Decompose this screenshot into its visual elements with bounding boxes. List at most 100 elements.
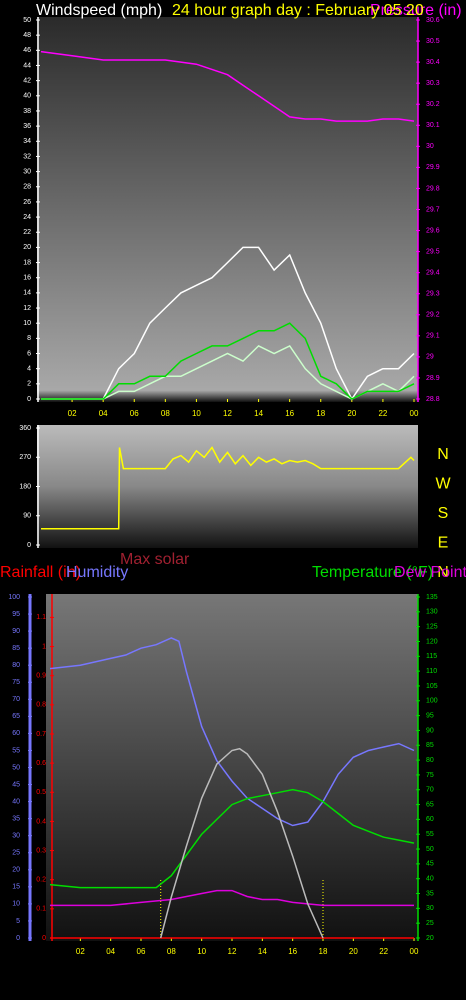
y-tick-label: 0.9 <box>36 673 46 680</box>
series-line <box>159 747 324 939</box>
y-tick-label: 60 <box>12 730 20 737</box>
x-tick-label: 06 <box>137 947 146 956</box>
y-tick-label: 0 <box>27 396 31 403</box>
y-tick-label: 40 <box>23 93 31 100</box>
y-tick-label: 10 <box>12 901 20 908</box>
y-tick-label: 115 <box>426 653 437 660</box>
y-tick-label: 0.7 <box>36 731 46 738</box>
y-tick-label: 29.4 <box>426 270 440 277</box>
series-line <box>41 446 415 530</box>
y-tick-label: 75 <box>426 772 434 779</box>
x-tick-label: 06 <box>130 409 139 418</box>
x-tick-label: 16 <box>288 947 297 956</box>
y-tick-label: 29.3 <box>426 291 440 298</box>
y-tick-label: 26 <box>23 199 31 206</box>
x-tick-label: 10 <box>192 409 201 418</box>
y-tick-label: 2 <box>27 381 31 388</box>
y-tick-label: 0.8 <box>36 702 46 709</box>
y-tick-label: 55 <box>12 747 20 754</box>
y-tick-label: 29.6 <box>426 227 440 234</box>
y-tick-label: 0.5 <box>36 789 46 796</box>
y-tick-label: 29.7 <box>426 206 440 213</box>
y-tick-label: 95 <box>426 712 434 719</box>
y-tick-label: 55 <box>426 831 434 838</box>
y-tick-label: 80 <box>12 662 20 669</box>
legend-label: Dew Point <box>394 564 466 581</box>
y-tick-label: 29.5 <box>426 248 440 255</box>
y-tick-label: 0.3 <box>36 847 46 854</box>
y-tick-label: 29.9 <box>426 164 440 171</box>
y-tick-label: 30 <box>426 143 434 150</box>
series-line <box>40 50 415 122</box>
solar-label: Max solar <box>120 551 190 568</box>
y-tick-label: 135 <box>426 594 438 601</box>
y-tick-label: 90 <box>12 628 20 635</box>
y-tick-label: 30.3 <box>426 80 440 87</box>
y-tick-label: 80 <box>426 757 434 764</box>
y-tick-label: 85 <box>426 742 434 749</box>
y-tick-label: 29.8 <box>426 185 440 192</box>
y-tick-label: 5 <box>16 918 20 925</box>
x-tick-label: 12 <box>228 947 237 956</box>
y-tick-label: 35 <box>426 890 434 897</box>
y-tick-label: 110 <box>426 668 437 675</box>
y-tick-label: 30.5 <box>426 38 440 45</box>
x-tick-label: 00 <box>410 947 419 956</box>
y-tick-label: 35 <box>12 815 20 822</box>
y-tick-label: 28.9 <box>426 375 440 382</box>
compass-label: E <box>438 535 449 552</box>
y-tick-label: 32 <box>23 153 31 160</box>
y-tick-label: 20 <box>426 935 434 942</box>
y-tick-label: 48 <box>23 32 31 39</box>
y-tick-label: 45 <box>12 781 20 788</box>
compass-label: N <box>437 446 449 463</box>
x-tick-label: 00 <box>410 409 419 418</box>
y-tick-label: 8 <box>27 335 31 342</box>
y-tick-label: 42 <box>23 77 31 84</box>
y-tick-label: 1.1 <box>36 614 46 621</box>
y-tick-label: 20 <box>12 867 20 874</box>
y-tick-label: 24 <box>23 214 31 221</box>
y-tick-label: 0.6 <box>36 760 46 767</box>
y-tick-label: 270 <box>19 454 31 461</box>
y-tick-label: 16 <box>23 275 31 282</box>
y-tick-label: 125 <box>426 623 438 630</box>
y-tick-label: 30.2 <box>426 101 440 108</box>
y-tick-label: 50 <box>12 764 20 771</box>
y-tick-label: 100 <box>8 594 20 601</box>
x-tick-label: 02 <box>68 409 77 418</box>
y-tick-label: 30 <box>12 833 20 840</box>
x-tick-label: 14 <box>254 409 263 418</box>
x-tick-label: 08 <box>167 947 176 956</box>
y-tick-label: 14 <box>23 290 31 297</box>
y-tick-label: 18 <box>23 259 31 266</box>
x-tick-label: 10 <box>197 947 206 956</box>
y-tick-label: 36 <box>23 123 31 130</box>
y-tick-label: 50 <box>426 846 434 853</box>
y-tick-label: 0 <box>27 542 31 549</box>
x-tick-label: 20 <box>349 947 358 956</box>
y-tick-label: 70 <box>12 696 20 703</box>
y-tick-label: 180 <box>19 483 31 490</box>
y-tick-label: 30 <box>426 905 434 912</box>
y-tick-label: 29.1 <box>426 333 440 340</box>
y-tick-label: 28 <box>23 184 31 191</box>
y-tick-label: 40 <box>12 798 20 805</box>
plot-area <box>46 594 418 941</box>
y-tick-label: 46 <box>23 47 31 54</box>
y-tick-label: 25 <box>426 920 434 927</box>
y-tick-label: 50 <box>23 17 31 24</box>
x-tick-label: 14 <box>258 947 267 956</box>
y-tick-label: 12 <box>23 305 31 312</box>
y-tick-label: 4 <box>27 366 31 373</box>
y-tick-label: 40 <box>426 876 434 883</box>
legend-label: Rainfall (in) <box>0 564 81 581</box>
legend-label: Humidity <box>66 564 128 581</box>
y-tick-label: 70 <box>426 787 434 794</box>
y-tick-label: 90 <box>426 727 434 734</box>
y-tick-label: 29 <box>426 354 434 361</box>
series-line <box>41 322 415 400</box>
x-tick-label: 02 <box>76 947 85 956</box>
y-tick-label: 360 <box>19 425 31 432</box>
